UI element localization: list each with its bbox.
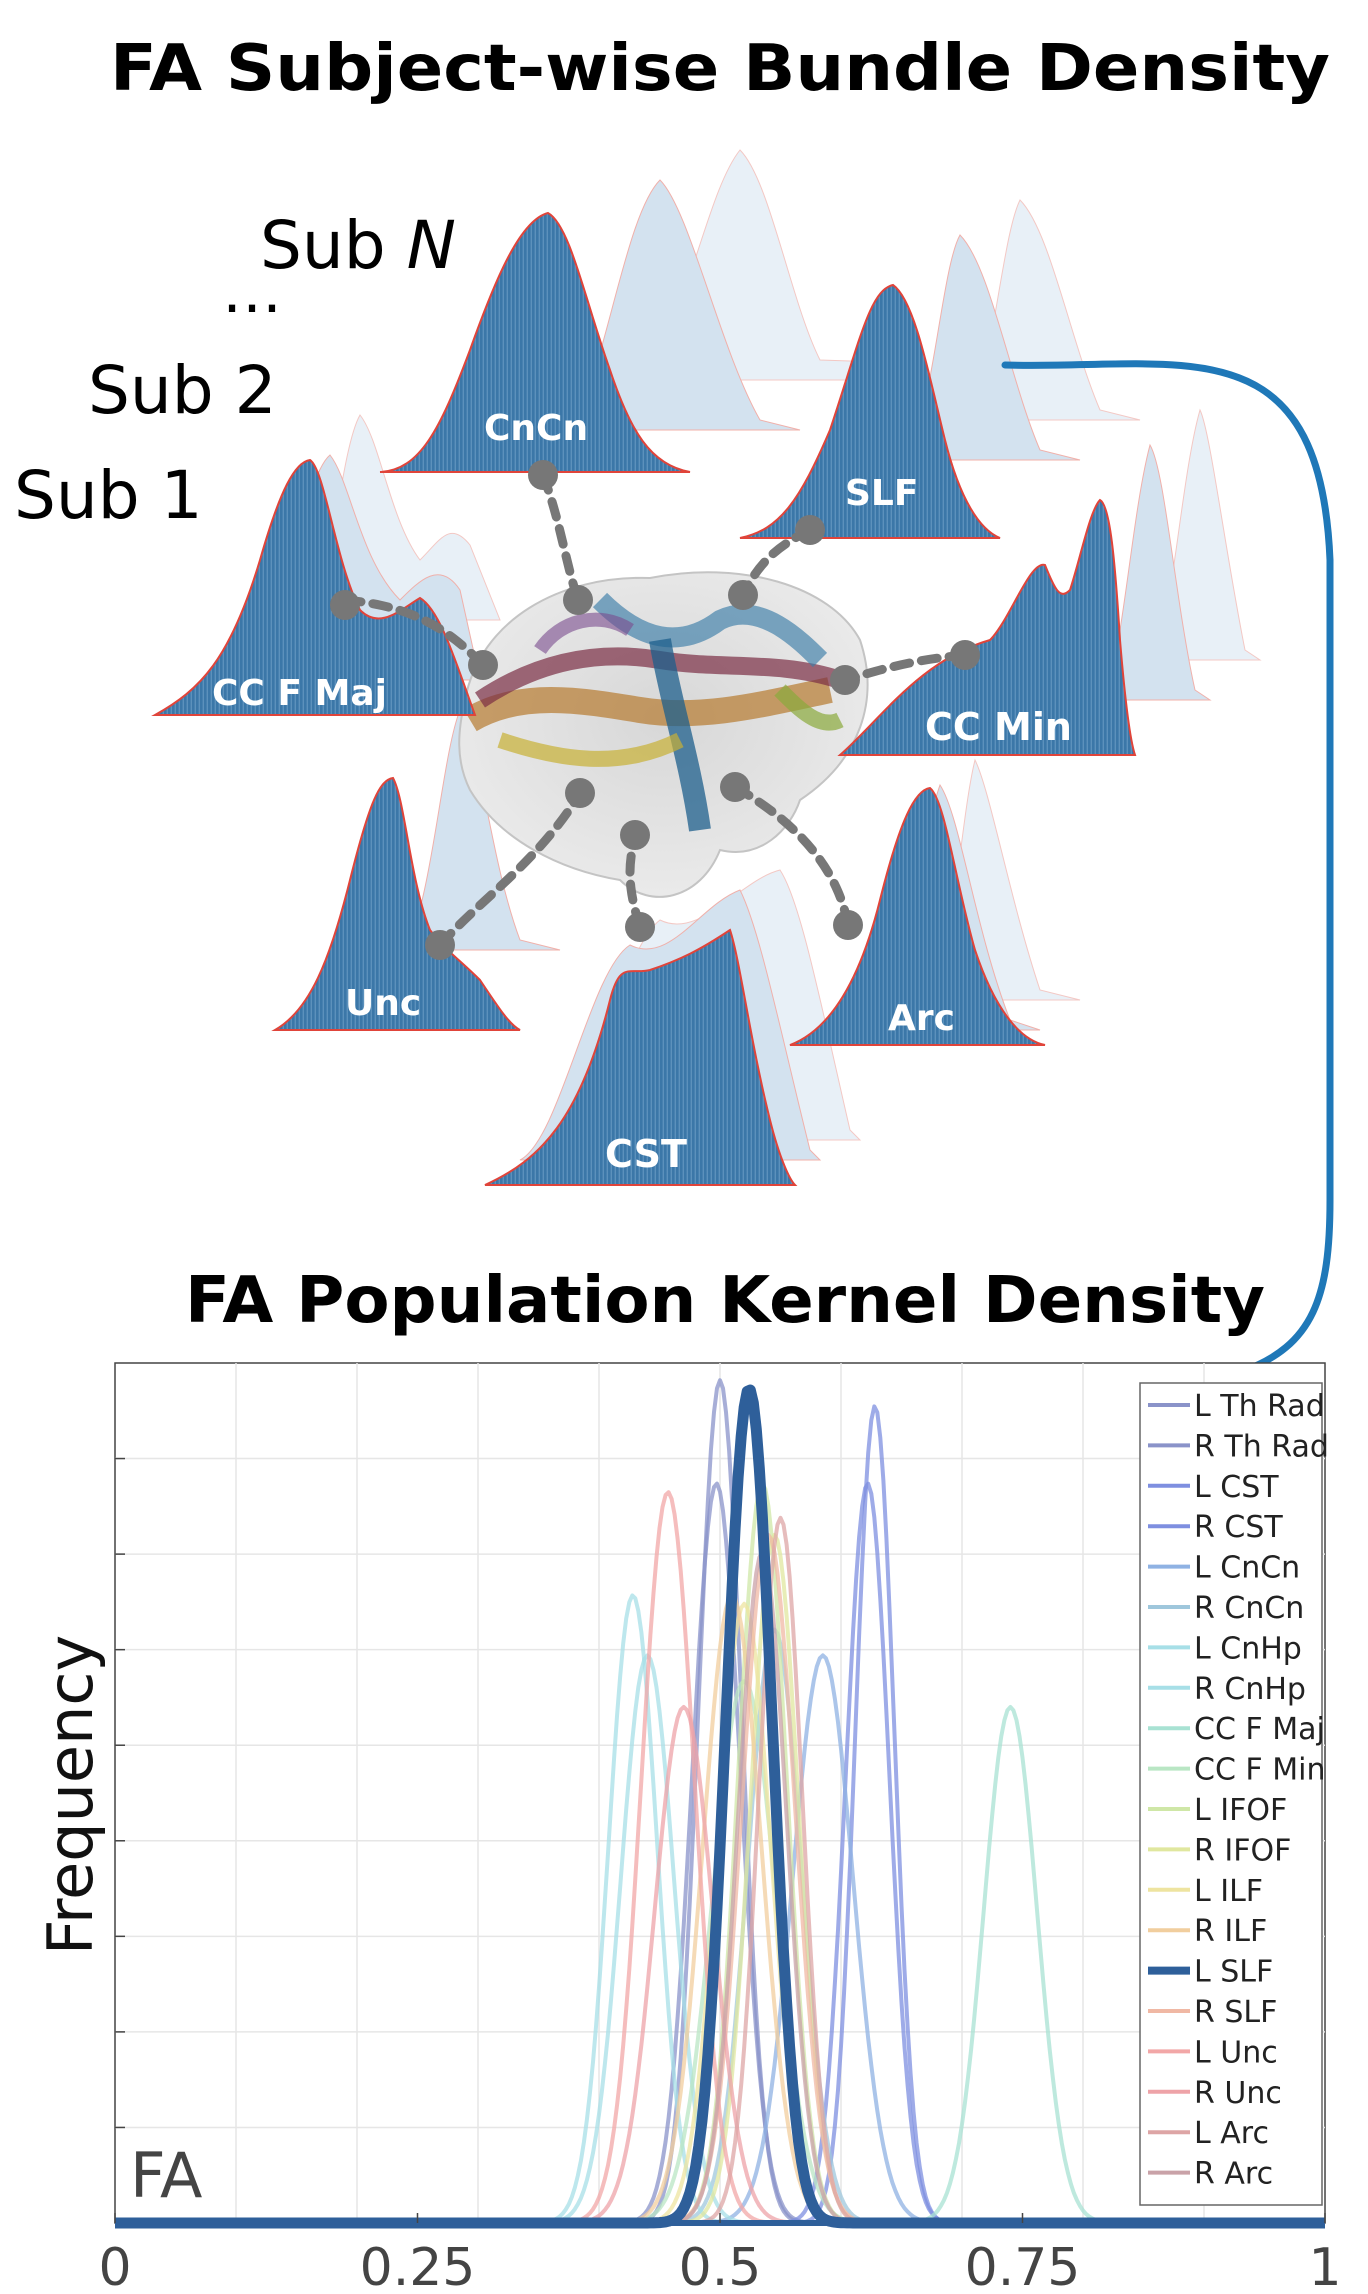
x-tick-label: 0.75 <box>965 2238 1081 2294</box>
histogram-unc: Unc <box>271 776 521 1031</box>
fa-annotation: FA <box>130 2139 202 2212</box>
legend-label: R Unc <box>1194 2076 1282 2111</box>
top-title: FA Subject-wise Bundle Density <box>110 32 1330 106</box>
bundle-label-arc: Arc <box>888 998 955 1039</box>
x-tick-label: 1 <box>1308 2238 1341 2294</box>
subject-label-n: Sub N <box>260 207 456 284</box>
histogram-cc-f-maj: CC F Maj <box>151 458 477 716</box>
legend-label: L CST <box>1194 1470 1279 1505</box>
kernel-density-plot: 0 0.25 0.5 0.75 1 FA Frequency L Th Rad R Th … <box>34 1362 1342 2294</box>
legend-label: R Th Rad <box>1194 1429 1329 1464</box>
legend-label: L SLF <box>1194 1955 1273 1990</box>
legend-label: L IFOF <box>1194 1793 1287 1828</box>
x-axis: 0 0.25 0.5 0.75 1 <box>98 2213 1342 2294</box>
x-tick-label: 0.5 <box>679 2238 762 2294</box>
legend-label: L Th Rad <box>1194 1389 1325 1424</box>
histogram-slf: SLF <box>739 283 1001 539</box>
chart-title: FA Population Kernel Density <box>185 1264 1265 1338</box>
legend-label: L CnCn <box>1194 1551 1300 1586</box>
legend-label: R SLF <box>1194 1995 1277 2030</box>
grid <box>115 1363 1325 2223</box>
x-tick-label: 0 <box>98 2238 131 2294</box>
bundle-label-cst: CST <box>605 1132 687 1176</box>
subject-label-2: Sub 2 <box>88 352 277 429</box>
x-tick-label: 0.25 <box>360 2238 476 2294</box>
histogram-cncn: CnCn <box>379 211 691 473</box>
bundle-label-unc: Unc <box>345 983 421 1024</box>
subject-label-1: Sub 1 <box>14 457 203 534</box>
legend-label: L Unc <box>1194 2035 1278 2070</box>
legend: L Th Rad R Th Rad L CST R CST L CnCn R CnCn L … <box>1139 1382 1329 2206</box>
bundle-label-cncn: CnCn <box>484 408 588 449</box>
connector-dots <box>330 460 980 960</box>
legend-label: L Arc <box>1194 2116 1269 2151</box>
bundle-label-slf: SLF <box>845 473 918 514</box>
legend-label: L CnHp <box>1194 1631 1302 1666</box>
legend-label: L ILF <box>1194 1874 1263 1909</box>
legend-box <box>1139 1382 1323 2206</box>
bundle-label-cc-min: CC Min <box>925 705 1072 749</box>
legend-label: R ILF <box>1194 1914 1267 1949</box>
legend-label: CC F Maj <box>1194 1712 1325 1747</box>
subject-label-n-prefix: Sub <box>260 207 407 284</box>
legend-label: R CST <box>1194 1510 1283 1545</box>
legend-label: R CnCn <box>1194 1591 1304 1626</box>
legend-label: R IFOF <box>1194 1833 1291 1868</box>
y-axis-label: Frequency <box>34 1635 107 1955</box>
histogram-cst: CST <box>484 928 798 1186</box>
subject-label-n-italic: N <box>407 207 456 284</box>
subject-label-ellipsis: … <box>222 257 282 327</box>
histogram-arc: Arc <box>789 786 1046 1046</box>
bundle-label-cc-f-maj: CC F Maj <box>212 673 387 714</box>
legend-label: R CnHp <box>1194 1672 1306 1707</box>
legend-label: CC F Min <box>1194 1753 1325 1788</box>
legend-label: R Arc <box>1194 2157 1273 2192</box>
